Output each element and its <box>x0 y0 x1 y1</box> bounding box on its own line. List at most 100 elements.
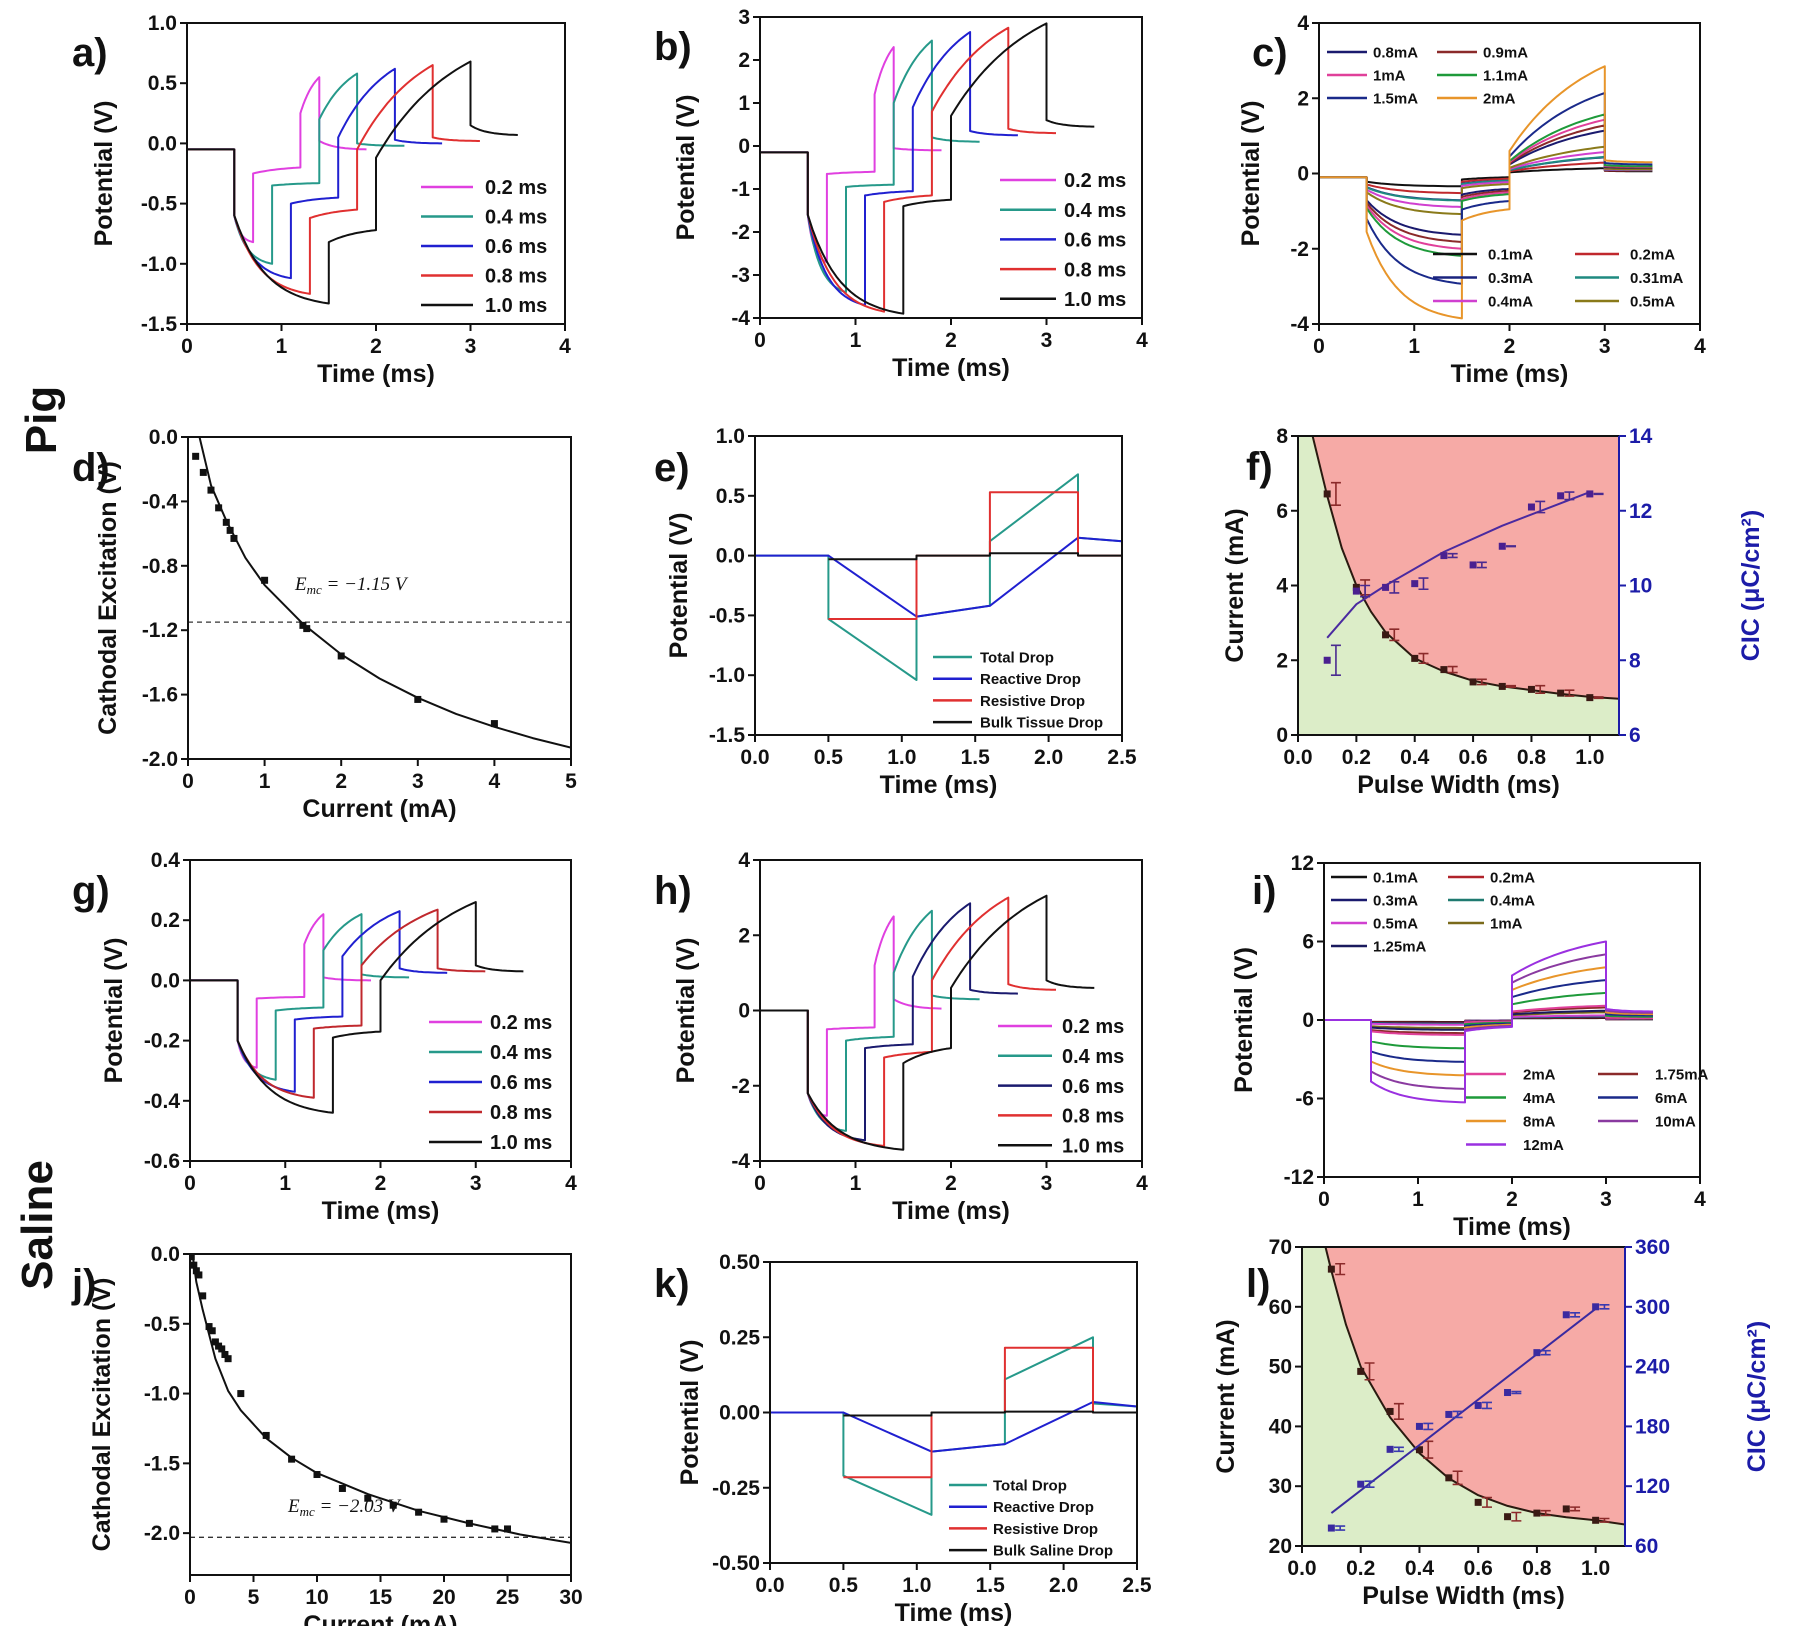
series-line-1 <box>760 909 980 1132</box>
panel-letter: b) <box>654 25 692 69</box>
y2-tick-label: 10 <box>1629 575 1652 598</box>
y-tick-label: 3 <box>738 6 750 29</box>
panel-letter: l) <box>1246 1262 1270 1306</box>
x-axis-label: Current (mA) <box>303 1611 457 1626</box>
legend-label: 0.4mA <box>1490 892 1535 909</box>
y-tick-label: -4 <box>731 307 750 330</box>
legend-label: 0.6 ms <box>490 1072 552 1094</box>
data-point <box>1557 492 1565 500</box>
y2-tick-label: 120 <box>1635 1475 1670 1498</box>
legend: 0.2 ms 0.4 ms 0.6 ms 0.8 ms 1.0 ms <box>1000 170 1126 311</box>
y-tick-label: 6 <box>1276 500 1288 523</box>
panel-c: 0 1 2 3 4 4 2 0 -2 -4 Time (ms) Potential (V) c) 0.8m… <box>1237 12 1706 388</box>
panel-letter: i) <box>1252 869 1276 913</box>
data-point <box>1498 542 1506 550</box>
legend: Total Drop Reactive Drop Resistive Drop Bul… <box>949 1477 1113 1560</box>
x-tick-label: 2.0 <box>1049 1574 1078 1597</box>
x-axis-label: Pulse Width (ms) <box>1362 1582 1565 1610</box>
series-line-0 <box>187 76 367 244</box>
x-tick-label: 0 <box>181 335 193 358</box>
series-line-13 <box>1324 940 1653 1104</box>
legend-label: 0.4 ms <box>1062 1046 1124 1068</box>
series-line-2 <box>760 902 1018 1142</box>
y-tick-label: 2 <box>1276 649 1288 672</box>
y-tick-label: -0.5 <box>144 1313 181 1336</box>
data-point <box>1469 561 1477 569</box>
y-tick-label: 70 <box>1269 1236 1292 1259</box>
error-bar <box>1506 545 1517 548</box>
error-bar <box>1593 696 1604 700</box>
series-line-9 <box>1324 991 1653 1050</box>
x-tick-label: 5 <box>248 1586 260 1609</box>
x-tick-label: 25 <box>496 1586 520 1609</box>
data-point <box>207 486 215 494</box>
y-tick-label: 0.00 <box>719 1402 760 1425</box>
y-tick-label: -1.0 <box>141 253 177 276</box>
x-tick-label: 0.4 <box>1405 1557 1435 1580</box>
y-axis-label: Cathodal Excitation (V) <box>94 461 122 735</box>
error-bar <box>1481 1401 1492 1410</box>
series-line-2 <box>843 1346 1137 1479</box>
y-tick-label: 0 <box>738 135 750 158</box>
series-line-3 <box>843 1410 1137 1417</box>
x-axis-label: Pulse Width (ms) <box>1357 771 1560 799</box>
x-axis-label: Time (ms) <box>895 1599 1013 1626</box>
data-point <box>199 468 207 476</box>
x-tick-label: 2 <box>1504 335 1516 358</box>
error-bar <box>1506 684 1517 688</box>
data-point <box>337 652 345 660</box>
data-point <box>1562 1505 1570 1513</box>
x-tick-label: 0.0 <box>755 1574 784 1597</box>
y-tick-label: 1.0 <box>716 425 745 448</box>
y-tick-label: 6 <box>1302 931 1314 954</box>
y-tick-label: -0.2 <box>144 1030 180 1053</box>
y-tick-label: -1.6 <box>142 684 178 707</box>
data-point <box>192 1267 200 1275</box>
data-point <box>415 1508 423 1516</box>
error-bar <box>1452 1410 1463 1419</box>
y-tick-label: 1.0 <box>148 12 177 35</box>
data-point <box>237 1390 245 1398</box>
legend-label: Total Drop <box>980 649 1054 666</box>
error-bar <box>1570 1311 1581 1318</box>
y-tick-label: 1 <box>738 92 750 115</box>
row-label-pig: Pig <box>17 386 66 454</box>
legend: 2mA 1.75mA 4mA 6mA 8mA 10mA 12mA <box>1466 1066 1709 1154</box>
error-bar <box>1593 492 1604 496</box>
legend-label: 0.8mA <box>1373 44 1418 61</box>
y-tick-label: 0.0 <box>149 426 178 449</box>
data-point <box>262 1431 270 1439</box>
x-tick-label: 0.6 <box>1458 746 1487 769</box>
x-tick-label: 2 <box>370 335 382 358</box>
legend-label: 0.1mA <box>1488 246 1533 263</box>
x-tick-label: 2 <box>1506 1188 1518 1211</box>
legend-label: 0.8 ms <box>485 266 547 288</box>
plot-area <box>190 1254 571 1544</box>
x-tick-label: 0.8 <box>1522 1557 1552 1580</box>
panel-letter: f) <box>1246 445 1273 489</box>
y-tick-label: 4 <box>738 849 750 872</box>
error-bar <box>1447 665 1458 674</box>
error-bar <box>1540 1349 1551 1356</box>
y-tick-label: -0.4 <box>142 490 179 513</box>
y-tick-label: 0.5 <box>148 72 178 95</box>
legend-label: 1.0 ms <box>485 295 547 317</box>
data-point <box>205 1323 213 1331</box>
panel-l: 0.0 0.2 0.4 0.6 0.8 1.0 70 60 50 40 30 20 360 300 240 1… <box>1212 1236 1771 1610</box>
panel-letter: e) <box>654 446 690 490</box>
y-tick-label: 0.0 <box>151 969 180 992</box>
plot-frame <box>754 435 1123 736</box>
x-tick-label: 4 <box>559 335 571 358</box>
data-point <box>1445 1410 1453 1418</box>
x-tick-label: 1.5 <box>961 746 991 769</box>
y-axis-label: Potential (V) <box>1237 101 1265 247</box>
legend: Total Drop Reactive Drop Resistive Drop Bul… <box>933 649 1103 732</box>
y-tick-label: -0.50 <box>712 1552 760 1575</box>
data-point <box>1357 1367 1365 1375</box>
x-tick-label: 0.8 <box>1517 746 1547 769</box>
legend-label: 0.2 ms <box>1064 170 1126 192</box>
y-tick-label: 12 <box>1291 852 1314 875</box>
